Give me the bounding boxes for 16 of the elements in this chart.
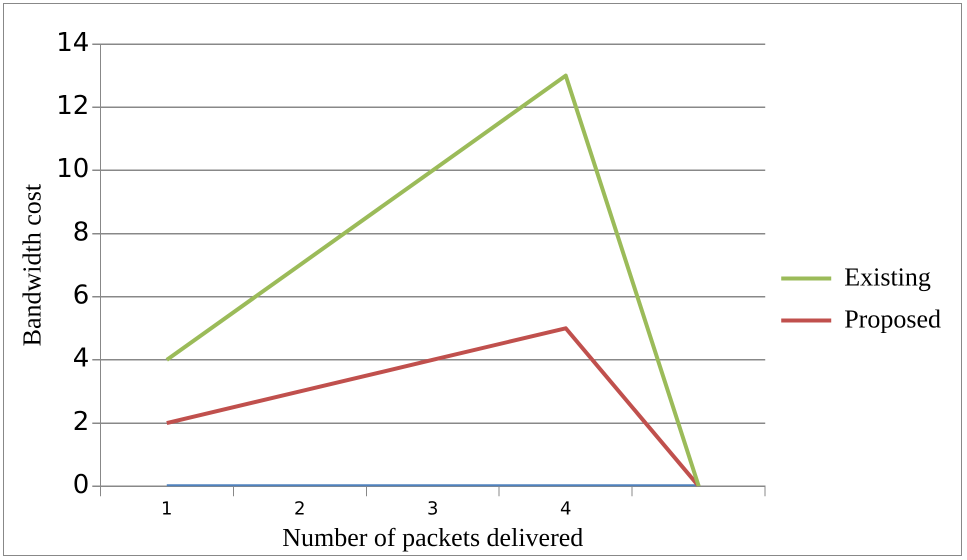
y-tick-label: 12: [56, 90, 90, 121]
y-tick-label: 6: [72, 280, 90, 310]
y-tick-label: 10: [56, 154, 90, 184]
x-tick-label: 3: [427, 498, 438, 520]
y-tick-label: 0: [72, 470, 90, 500]
x-tick-label: 4: [560, 498, 572, 520]
legend-label: Proposed: [844, 304, 942, 334]
y-tick-label: 4: [72, 344, 90, 374]
y-axis-title: Bandwidth cost: [17, 183, 46, 346]
y-tick-label: 8: [72, 217, 90, 248]
x-tick-label: 2: [294, 498, 306, 520]
y-tick-label: 2: [72, 406, 90, 437]
y-tick-label: 14: [56, 28, 90, 58]
x-axis-title: Number of packets delivered: [282, 523, 584, 552]
legend-label: Existing: [844, 262, 931, 292]
x-tick-label: 1: [161, 498, 173, 520]
